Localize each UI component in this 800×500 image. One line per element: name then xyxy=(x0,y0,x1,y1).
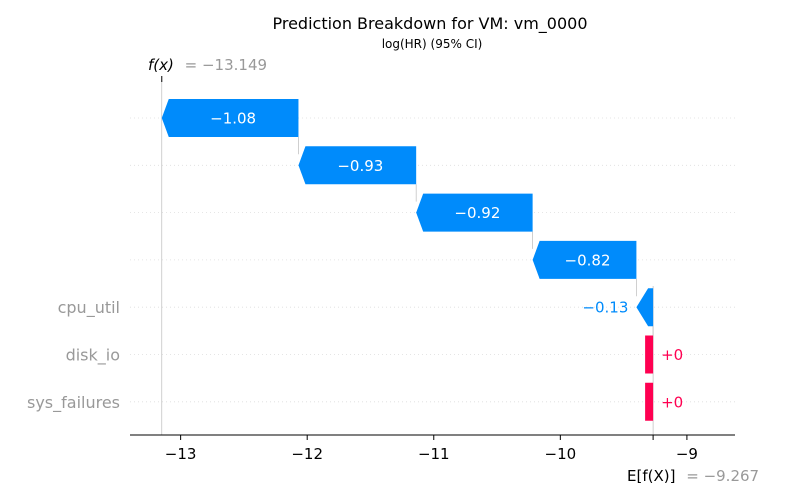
bar-value-label: +0 xyxy=(661,346,683,364)
x-tick-label: −11 xyxy=(418,445,450,463)
ex-label: E[f(X)] xyxy=(627,467,675,485)
feature-label: disk_io xyxy=(66,346,120,366)
x-axis: −13 −12 −11 −10 −9 xyxy=(130,434,735,463)
x-tick-label: −10 xyxy=(545,445,577,463)
x-tick-label: −9 xyxy=(676,445,698,463)
ex-value: = −9.267 xyxy=(686,467,759,485)
bar-value-label: −0.92 xyxy=(454,204,500,222)
fx-label: f(x) xyxy=(148,56,174,74)
bar-value-label: −0.93 xyxy=(337,157,383,175)
feature-labels: cpu_util disk_io sys_failures xyxy=(27,298,120,413)
chart-subtitle: log(HR) (95% CI) xyxy=(382,37,483,51)
waterfall-bar xyxy=(416,193,533,232)
x-tick-label: −13 xyxy=(165,445,197,463)
feature-label: sys_failures xyxy=(27,393,120,413)
waterfall-bar xyxy=(298,146,417,185)
waterfall-bar xyxy=(161,99,299,137)
fx-value: = −13.149 xyxy=(185,56,267,74)
feature-label: cpu_util xyxy=(58,298,120,318)
waterfall-bar xyxy=(645,382,654,421)
bar-value-label: −1.08 xyxy=(210,110,256,128)
bar-value-label: −0.82 xyxy=(565,251,611,269)
bar-group: −1.08 −0.93 −0.92 −0.82 −0.13 +0 +0 xyxy=(161,99,683,421)
bar-value-label: −0.13 xyxy=(582,299,628,317)
fx-annotation: f(x) = −13.149 xyxy=(148,56,267,74)
waterfall-bar xyxy=(532,240,637,279)
x-tick-label: −12 xyxy=(291,445,323,463)
chart-title: Prediction Breakdown for VM: vm_0000 xyxy=(272,14,587,34)
bar-value-label: +0 xyxy=(661,393,683,411)
waterfall-bar xyxy=(636,288,654,327)
ex-annotation: E[f(X)] = −9.267 xyxy=(627,467,759,485)
row-gridlines xyxy=(130,117,735,403)
waterfall-bar xyxy=(645,335,654,374)
